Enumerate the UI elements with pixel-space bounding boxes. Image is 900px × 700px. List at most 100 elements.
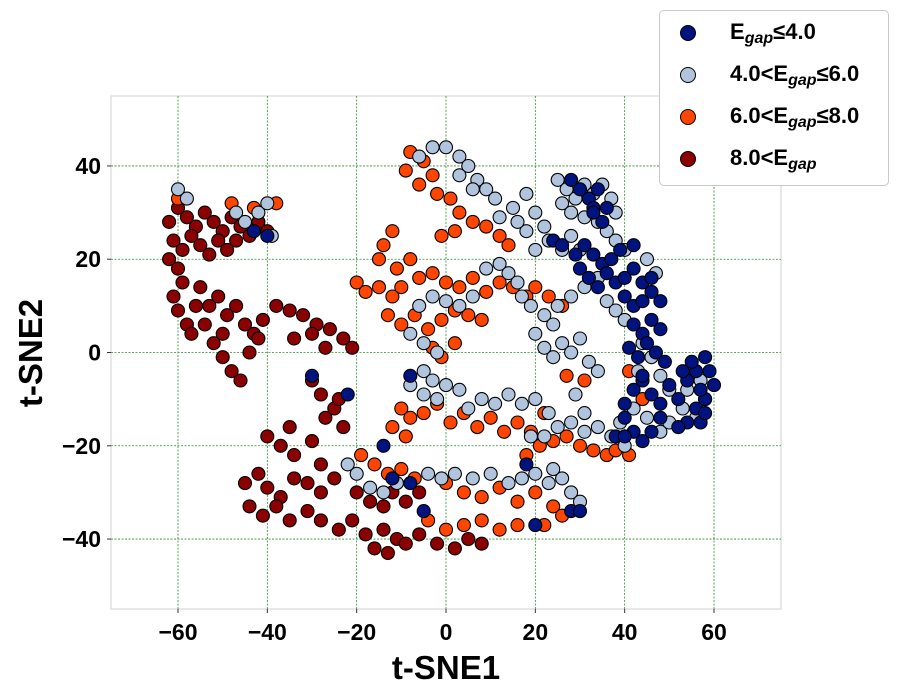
data-point-series-2 [438, 275, 454, 290]
legend-marker [680, 151, 696, 167]
data-point-series-1 [197, 205, 212, 220]
data-point-series-1 [206, 214, 221, 229]
data-point-series-2 [443, 191, 458, 206]
data-point-series-3 [501, 387, 516, 402]
data-point-series-2 [416, 406, 431, 421]
data-point-series-3 [452, 298, 467, 313]
data-point-series-4 [626, 261, 641, 276]
data-point-series-4 [631, 350, 646, 365]
data-point-series-3 [447, 466, 462, 481]
data-point-series-3 [599, 294, 614, 309]
data-point-series-1 [300, 504, 315, 519]
data-point-series-3 [416, 364, 431, 379]
data-point-series-1 [260, 480, 275, 495]
data-point-series-3 [510, 275, 525, 290]
data-point-series-4 [698, 406, 713, 421]
data-point-series-3 [519, 224, 534, 239]
data-point-series-1 [211, 233, 226, 248]
data-point-series-2 [461, 308, 476, 323]
data-point-series-1 [376, 499, 391, 514]
data-point-series-4 [260, 228, 275, 243]
data-point-series-3 [572, 331, 588, 346]
legend-item: 6.0<Egap≤8.0 [680, 102, 859, 132]
data-point-series-2 [385, 224, 400, 239]
data-point-series-1 [269, 298, 284, 313]
y-tick-label: −40 [62, 526, 101, 552]
data-point-series-4 [581, 270, 596, 285]
data-point-series-1 [318, 340, 333, 355]
data-point-series-1 [179, 210, 194, 225]
data-point-series-1 [206, 336, 221, 351]
data-point-series-3 [523, 429, 538, 444]
data-point-series-1 [282, 513, 297, 528]
data-point-series-2 [376, 238, 391, 253]
data-point-series-2 [425, 168, 440, 183]
data-point-series-4 [555, 238, 570, 253]
data-point-series-1 [188, 298, 203, 313]
data-point-series-1 [461, 531, 476, 547]
data-point-series-1 [237, 476, 253, 491]
data-point-series-3 [488, 191, 503, 206]
data-point-series-2 [421, 322, 436, 337]
legend-marker [680, 25, 696, 41]
data-point-series-3 [581, 354, 596, 369]
data-point-series-4 [613, 242, 628, 257]
data-point-series-2 [430, 186, 445, 201]
data-point-series-2 [474, 312, 489, 327]
data-point-series-3 [340, 457, 355, 472]
data-point-series-4 [635, 294, 650, 309]
data-point-series-3 [639, 252, 655, 267]
legend-marker [680, 109, 696, 125]
data-point-series-4 [653, 294, 668, 309]
data-point-series-4 [693, 382, 708, 397]
data-point-series-3 [505, 200, 521, 215]
data-point-series-3 [461, 158, 476, 174]
data-point-series-1 [331, 522, 346, 537]
data-point-series-2 [398, 163, 413, 178]
data-point-series-1 [237, 317, 253, 332]
data-point-series-4 [622, 340, 637, 355]
data-point-series-2 [447, 224, 462, 239]
data-point-series-3 [251, 205, 266, 220]
data-point-series-3 [555, 471, 570, 486]
data-point-series-1 [175, 242, 190, 257]
data-point-series-1 [345, 513, 360, 528]
data-point-series-1 [197, 317, 212, 332]
data-point-series-1 [327, 471, 342, 486]
data-point-series-4 [644, 424, 659, 439]
data-point-series-2 [497, 424, 512, 439]
data-point-series-2 [394, 280, 409, 295]
data-point-series-3 [528, 466, 543, 481]
x-tick-label: −40 [248, 619, 287, 645]
data-point-series-4 [617, 410, 632, 425]
y-tick-label: 20 [75, 246, 101, 272]
data-point-series-3 [577, 406, 592, 421]
data-point-series-3 [546, 350, 561, 365]
data-point-series-2 [403, 410, 418, 425]
data-point-series-2 [586, 443, 601, 458]
data-point-series-4 [564, 172, 579, 187]
data-point-series-1 [260, 429, 275, 444]
data-point-series-4 [653, 322, 668, 337]
data-point-series-3 [492, 210, 507, 225]
x-tick-label: −20 [337, 619, 376, 645]
data-point-series-2 [434, 228, 449, 243]
data-point-series-1 [412, 527, 427, 542]
data-point-series-3 [349, 466, 364, 481]
data-point-series-1 [170, 261, 186, 276]
data-point-series-2 [559, 368, 574, 383]
data-point-series-4 [635, 434, 650, 449]
data-point-series-4 [706, 378, 722, 393]
data-point-series-1 [287, 471, 302, 486]
data-point-series-1 [193, 238, 208, 253]
data-point-series-3 [653, 368, 668, 383]
data-point-series-1 [367, 541, 382, 556]
data-point-series-3 [452, 382, 467, 397]
data-point-series-3 [537, 219, 552, 234]
data-point-series-4 [644, 284, 659, 299]
data-point-series-3 [608, 303, 623, 318]
data-point-series-2 [349, 275, 364, 290]
data-point-series-2 [479, 219, 494, 234]
data-point-series-4 [639, 336, 655, 351]
data-point-series-3 [438, 294, 454, 309]
